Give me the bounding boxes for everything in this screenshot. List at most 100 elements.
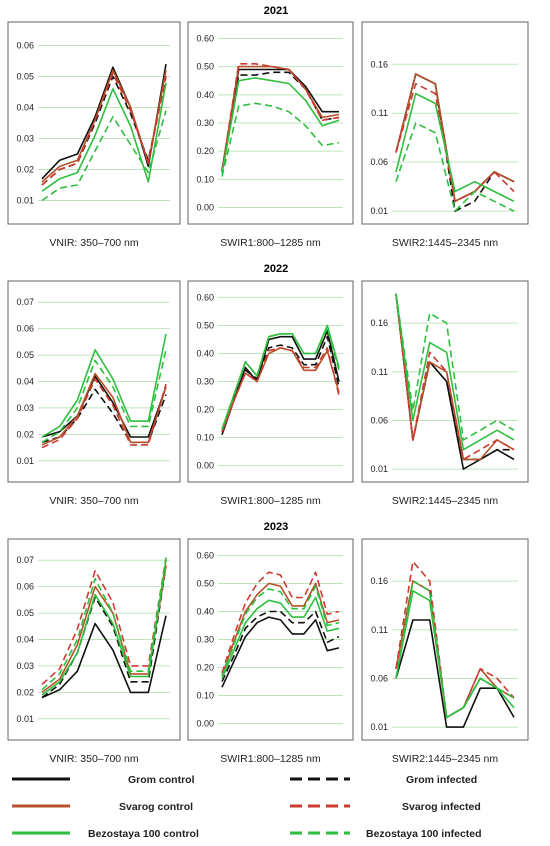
y-tick-label: 0.60 [196,33,214,43]
y-tick-label: 0.20 [196,146,214,156]
y-tick-label: 0.11 [371,367,388,377]
panel-frame [361,280,529,483]
y-tick-label: 0.10 [196,174,214,184]
y-tick-label: 0.06 [370,157,388,167]
y-tick-label: 0.20 [196,405,214,415]
y-tick-label: 0.00 [196,719,214,729]
series-line-bez-control [395,92,515,203]
series-line-bez-control [221,596,340,680]
y-tick-label: 0.06 [16,41,34,51]
y-tick-label: 0.03 [16,403,34,413]
panel-2023-3: 0.01 0.06 0.11 0.16 SWIR2:1445–2345 nm [361,538,529,765]
y-tick-label: 0.02 [16,687,34,697]
series-line-bez-control [395,293,515,451]
series-line-svarog-control [395,580,515,719]
y-tick-label: 0.04 [16,377,34,387]
y-tick-label: 0.01 [16,456,34,466]
series-line-svarog-control [221,65,340,172]
y-tick-label: 0.30 [196,635,214,645]
y-tick-label: 0.07 [16,297,34,307]
y-tick-label: 0.16 [370,318,388,328]
panel-2022-1: 0.01 0.02 0.03 0.04 0.05 0.06 0.07 VNIR: 350–70… [7,280,181,507]
x-axis-label: SWIR2:1445–2345 nm [392,495,498,507]
panel-2021-3: 0.01 0.06 0.11 0.16 SWIR2:1445–2345 nm [361,21,529,249]
series-line-grom-control [221,68,339,172]
y-tick-label: 0.04 [16,103,34,113]
y-tick-label: 0.05 [16,72,34,82]
series-line-svarog-infected [41,72,167,186]
y-tick-label: 0.50 [196,62,214,72]
x-axis-label: VNIR: 350–700 nm [49,495,139,507]
y-tick-label: 0.03 [16,134,34,144]
series-line-bez-control [221,77,340,174]
series-line-bez-control [41,82,167,192]
y-tick-label: 0.01 [370,464,388,474]
series-line-svarog-infected [221,347,340,433]
panel-2023-2: 0.00 0.10 0.20 0.30 0.40 0.50 0.60 SWIR1:800–12… [187,538,354,765]
y-tick-label: 0.30 [196,377,214,387]
y-tick-label: 0.01 [16,196,34,206]
panel-frame [187,21,354,225]
series-line-svarog-control [41,565,167,694]
y-tick-label: 0.06 [370,415,388,425]
x-axis-label: SWIR2:1445–2345 nm [392,237,498,249]
series-line-bez-control [41,560,167,696]
legend-text-svarog-infected: Svarog infected [402,801,481,813]
x-axis-label: VNIR: 350–700 nm [49,753,139,765]
series-line-grom-infected [221,610,340,682]
y-tick-label: 0.11 [371,108,388,118]
y-tick-label: 0.05 [16,350,34,360]
y-tick-label: 0.16 [370,59,388,69]
legend-text-svarog-control: Svarog control [119,801,193,813]
series-line-bez-infected [395,293,515,441]
legend-text-grom-control: Grom control [128,774,195,786]
panels: 0.01 0.02 0.03 0.04 0.05 0.06 VNIR: 350–700 nm… [7,21,529,765]
series-line-bez-infected [395,580,515,719]
series-line-svarog-infected [395,293,515,461]
y-tick-label: 0.10 [196,433,214,443]
panel-frame [7,280,181,483]
series-line-bez-infected [221,327,340,430]
y-tick-label: 0.10 [196,691,214,701]
y-tick-label: 0.02 [16,165,34,175]
series-line-svarog-control [41,372,167,446]
y-tick-label: 0.40 [196,348,214,358]
series-line-svarog-control [221,347,340,433]
series-line-grom-infected [221,71,340,172]
series-line-bez-infected [41,557,167,691]
y-tick-label: 0.40 [196,90,214,100]
y-tick-label: 0.50 [196,578,214,588]
series-line-grom-control [221,616,340,688]
y-tick-label: 0.01 [16,714,34,724]
series-line-svarog-infected [395,560,515,719]
y-tick-label: 0.01 [370,206,388,216]
panel-2021-2: 0.00 0.10 0.20 0.30 0.40 0.50 0.60 SWIR1:800–12… [187,21,354,249]
panel-frame [7,538,181,741]
legend-text-bez-infected: Bezostaya 100 infected [366,828,482,840]
series-line-grom-infected [221,335,340,433]
legend: Grom control Grom infected Svarog contro… [12,774,482,840]
y-tick-label: 0.06 [16,324,34,334]
panel-frame [361,21,529,225]
panel-2022-2: 0.00 0.10 0.20 0.30 0.40 0.50 0.60 SWIR1:800–12… [187,280,354,507]
y-tick-label: 0.04 [16,635,34,645]
x-axis-label: SWIR1:800–1285 nm [220,753,321,765]
year-title-2021: 2021 [264,5,288,17]
panel-2021-1: 0.01 0.02 0.03 0.04 0.05 0.06 VNIR: 350–700 nm [7,21,181,249]
series-line-grom-control [395,293,515,470]
y-tick-label: 0.05 [16,608,34,618]
panel-frame [187,280,354,483]
series-line-bez-infected [221,102,340,177]
y-tick-label: 0.07 [16,555,34,565]
series-line-bez-control [395,589,515,719]
series-line-grom-control [221,330,340,436]
x-axis-label: VNIR: 350–700 nm [49,237,139,249]
y-tick-label: 0.16 [370,576,388,586]
year-title-2023: 2023 [264,521,288,533]
y-tick-label: 0.60 [196,292,214,302]
series-line-bez-infected [41,349,167,443]
x-axis-label: SWIR2:1445–2345 nm [392,753,498,765]
y-tick-label: 0.30 [196,118,214,128]
panel-2023-1: 0.01 0.02 0.03 0.04 0.05 0.06 0.07 VNIR: 350–70… [7,538,181,765]
